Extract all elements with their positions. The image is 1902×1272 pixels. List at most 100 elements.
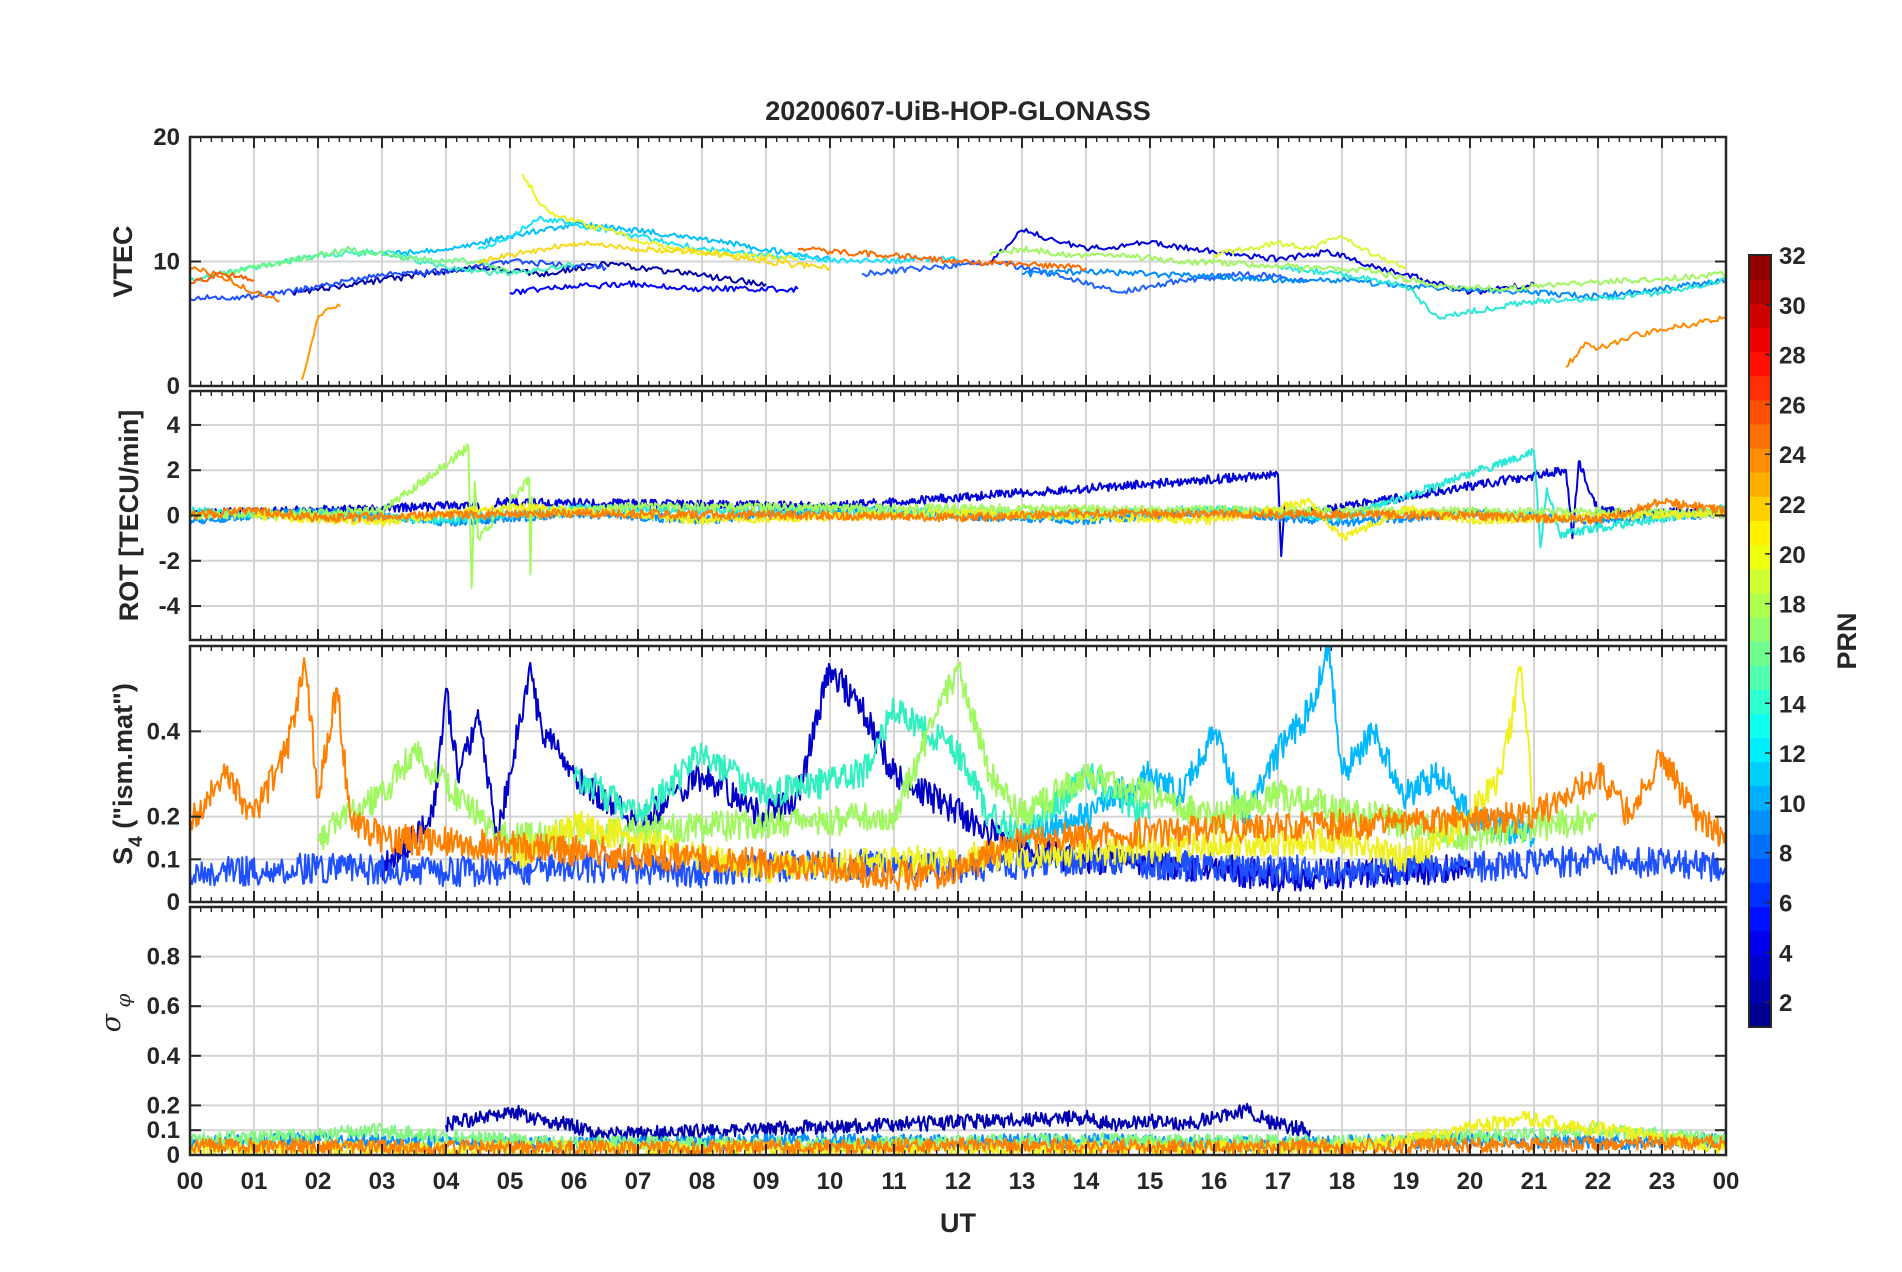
colorbar-band	[1749, 496, 1771, 521]
vtec-series-prn-9	[1021, 268, 1726, 300]
s4-series-prn-17	[317, 661, 1599, 855]
colorbar-band	[1749, 279, 1771, 304]
colorbar-band	[1749, 689, 1771, 714]
colorbar-tick-label: 30	[1779, 293, 1806, 320]
rot-y-tick-label: 0	[167, 503, 180, 530]
vtec-series-prn-27	[190, 271, 255, 285]
colorbar-band	[1749, 785, 1771, 811]
vtec-series-prn-7	[861, 259, 1311, 295]
colorbar-band	[1749, 834, 1771, 859]
colorbar-band	[1749, 351, 1771, 377]
vtec-series-group	[190, 173, 1726, 381]
colorbar-frame	[1748, 254, 1772, 1028]
vtec-series-prn-4	[509, 280, 799, 296]
s4-series-prn-11	[1021, 646, 1535, 848]
colorbar-tick-label: 8	[1779, 841, 1792, 868]
x-tick-label: 04	[433, 1168, 460, 1195]
colorbar-tick-label: 20	[1779, 542, 1806, 569]
rot-y-tick-label: 4	[167, 412, 181, 439]
s4-y-tick-label: 0.2	[147, 804, 180, 831]
panel-s4: 0 0.1 0.2 0.4S4 ("ism.mat")	[108, 644, 1728, 916]
sigma-y-tick-label: 0.2	[147, 1092, 180, 1119]
colorbar-band	[1749, 472, 1771, 497]
sigma-y-tick-label: 0.6	[147, 993, 180, 1020]
colorbar-band	[1749, 1002, 1771, 1028]
s4-y-tick-label: 0.4	[147, 718, 181, 745]
s4-y-axis-label: S4 ("ism.mat")	[108, 683, 147, 865]
s4-series-group	[190, 646, 1726, 893]
x-tick-label: 01	[241, 1168, 268, 1195]
sigma-y-tick-label: 0.1	[147, 1117, 180, 1144]
x-tick-label: 00	[177, 1168, 204, 1195]
sigma-y-tick-label: 0.8	[147, 944, 180, 971]
colorbar-band	[1749, 930, 1771, 956]
colorbar-band	[1749, 858, 1771, 883]
s4-series-prn-24	[190, 657, 1726, 892]
colorbar-band	[1749, 665, 1771, 690]
colorbar-tick-label: 22	[1779, 492, 1806, 519]
colorbar-tick-label: 4	[1779, 940, 1793, 967]
vtec-series-prn-11	[381, 221, 831, 262]
colorbar-band	[1749, 399, 1771, 425]
sigma-x-ticks	[189, 907, 1727, 1155]
colorbar-tick-label: 10	[1779, 791, 1806, 818]
colorbar-band	[1749, 713, 1771, 739]
sigma-series-prn-16	[190, 1121, 1726, 1153]
vtec-y-axis: 0 10 20	[153, 124, 1726, 400]
x-tick-label: 16	[1201, 1168, 1228, 1195]
colorbar-band	[1749, 978, 1771, 1004]
x-tick-label: 10	[817, 1168, 844, 1195]
x-tick-label: 14	[1073, 1168, 1100, 1195]
colorbar-band	[1749, 448, 1771, 473]
colorbar-band	[1749, 616, 1771, 642]
colorbar-band	[1749, 761, 1771, 787]
rot-y-axis: -4 -2 0 2 4	[159, 412, 1726, 620]
colorbar-band	[1749, 327, 1771, 353]
rot-series-prn-3	[190, 460, 1726, 558]
x-tick-label: 02	[305, 1168, 332, 1195]
colorbar-tick-label: 28	[1779, 343, 1806, 370]
s4-y-tick-label: 0	[167, 889, 180, 916]
colorbar-band	[1749, 544, 1771, 570]
x-tick-label: 13	[1009, 1168, 1036, 1195]
vtec-y-tick-label: 10	[153, 249, 180, 276]
colorbar-band	[1749, 737, 1771, 763]
vtec-series-prn-21	[477, 240, 831, 271]
x-tick-label: 05	[497, 1168, 524, 1195]
x-tick-label: 19	[1393, 1168, 1420, 1195]
sigma-y-tick-label: 0.4	[147, 1043, 181, 1070]
colorbar-label: PRN	[1832, 612, 1862, 669]
colorbar-band	[1749, 592, 1771, 618]
x-tick-label: 11	[881, 1168, 906, 1195]
colorbar-band	[1749, 882, 1771, 907]
s4-y-axis: 0 0.1 0.2 0.4	[147, 718, 1726, 916]
x-tick-label: 03	[369, 1168, 396, 1195]
vtec-y-axis-label: VTEC	[108, 225, 138, 297]
vtec-y-tick-label: 20	[153, 124, 180, 151]
x-tick-labels: 00 01 02 03 04 05 06 07 08 09 10 11 12 13 14 15 16 17 18 19…	[177, 1168, 1740, 1195]
rot-series-group	[190, 443, 1726, 589]
colorbar-band	[1749, 641, 1771, 666]
colorbar-tick-label: 32	[1779, 243, 1806, 270]
colorbar-band	[1749, 906, 1771, 932]
rot-y-tick-label: -2	[159, 548, 180, 575]
colorbar-tick-label: 12	[1779, 741, 1806, 768]
panel-vtec: 0 10 20 VTEC	[108, 124, 1728, 400]
x-tick-label: 07	[625, 1168, 652, 1195]
colorbar-tick-label: 26	[1779, 392, 1806, 419]
x-tick-label: 00	[1713, 1168, 1740, 1195]
x-tick-label: 18	[1329, 1168, 1356, 1195]
sigma-series-prn-2	[445, 1102, 1311, 1143]
vtec-series-prn-12	[477, 215, 959, 265]
vtec-series-prn-17	[989, 245, 1726, 293]
colorbar-band	[1749, 954, 1771, 980]
vtec-x-ticks	[189, 137, 1727, 386]
s4-x-ticks	[189, 646, 1727, 902]
vtec-series-prn-13	[1277, 265, 1726, 320]
panel-rot: -4 -2 0 2 4 ROT [TECU/min]	[114, 389, 1728, 642]
colorbar-tick-label: 2	[1779, 990, 1792, 1017]
vtec-series-prn-3	[990, 227, 1535, 295]
vtec-series-prn-2	[291, 261, 767, 296]
vtec-series-prn-25	[190, 266, 280, 303]
